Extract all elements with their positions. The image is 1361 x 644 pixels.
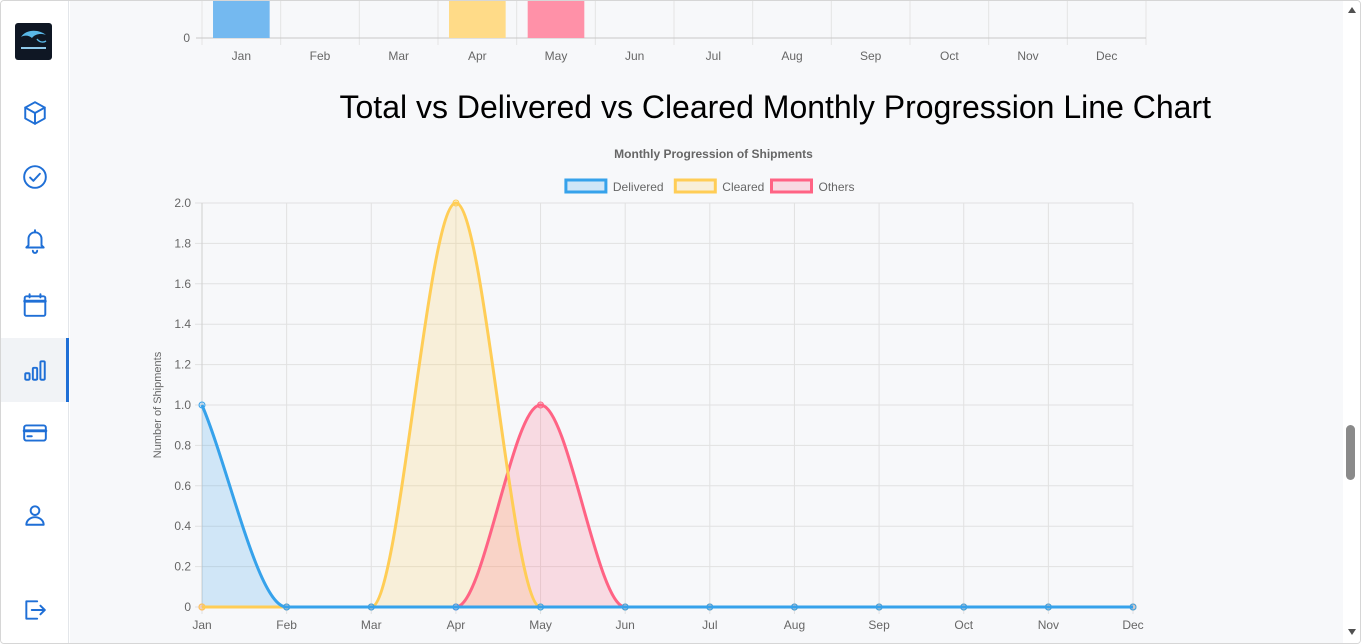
sidebar [1, 1, 69, 643]
bar-y-tick-label: 0 [183, 31, 190, 45]
point-cleared-jan[interactable] [198, 603, 206, 611]
point-delivered-feb[interactable] [283, 603, 291, 611]
legend-item-cleared[interactable]: Cleared [673, 178, 764, 194]
legend-label: Cleared [722, 180, 764, 194]
x-tick-label: Aug [784, 618, 805, 632]
bar-x-tick-label: May [545, 49, 568, 63]
bar-x-tick-label: Jun [625, 49, 644, 63]
monthly-progression-line-chart: Monthly Progression of Shipments Delivere… [152, 147, 1144, 632]
sidebar-item-notifications[interactable] [1, 209, 69, 273]
y-axis-label: Number of Shipments [152, 351, 164, 458]
point-others-may[interactable] [537, 401, 545, 409]
x-tick-label: May [529, 618, 552, 632]
legend-swatch [564, 178, 608, 194]
series-area-cleared [202, 203, 1133, 607]
bar-x-tick-label: Jul [706, 49, 721, 63]
x-tick-label: Sep [868, 618, 890, 632]
bar-x-tick-label: Apr [468, 49, 487, 63]
bar-jan[interactable] [213, 1, 270, 38]
point-delivered-dec[interactable] [1129, 603, 1137, 611]
bar-x-tick-label: Feb [310, 49, 331, 63]
credit-card-icon [22, 424, 48, 442]
scroll-up-arrow-icon[interactable] [1348, 7, 1356, 13]
series-area-others [202, 405, 1133, 607]
sidebar-item-shipments[interactable] [1, 81, 69, 145]
bar-x-tick-label: Sep [860, 49, 882, 63]
point-delivered-jul[interactable] [706, 603, 714, 611]
bar-x-tick-label: Nov [1017, 49, 1038, 63]
point-delivered-jun[interactable] [621, 603, 629, 611]
scroll-down-arrow-icon[interactable] [1348, 629, 1356, 635]
sidebar-item-logout[interactable] [1, 578, 69, 642]
y-tick-label: 0 [184, 600, 191, 614]
y-tick-label: 0.6 [174, 479, 191, 493]
sidebar-item-payments[interactable] [1, 401, 69, 465]
legend-item-others[interactable]: Others [770, 178, 855, 194]
y-tick-label: 1.8 [174, 236, 191, 250]
y-tick-label: 1.0 [174, 398, 191, 412]
sidebar-item-cleared[interactable] [1, 145, 69, 209]
point-delivered-apr[interactable] [452, 603, 460, 611]
bar-x-tick-label: Mar [388, 49, 409, 63]
point-delivered-aug[interactable] [790, 603, 798, 611]
legend-item-delivered[interactable]: Delivered [564, 178, 664, 194]
calendar-icon [23, 293, 47, 317]
point-delivered-mar[interactable] [367, 603, 375, 611]
vertical-scrollbar[interactable] [1343, 1, 1360, 643]
line-chart-heading: Total vs Delivered vs Cleared Monthly Pr… [339, 89, 1212, 125]
point-delivered-may[interactable] [537, 603, 545, 611]
y-tick-label: 0.8 [174, 438, 191, 452]
sidebar-item-calendar[interactable] [1, 273, 69, 337]
main-content: 0 Jan Feb Mar Apr May Jun Jul Aug Sep Oct Nov Dec To… [70, 1, 1343, 643]
y-tick-label: 1.4 [174, 317, 191, 331]
legend-swatch [770, 178, 813, 194]
x-tick-label: Jul [702, 618, 717, 632]
bar-x-tick-label: Aug [781, 49, 802, 63]
bar-may[interactable] [527, 1, 585, 38]
user-icon [25, 505, 45, 526]
x-tick-label: Apr [447, 618, 466, 632]
series-line-others [202, 403, 1133, 609]
x-tick-label: Jan [192, 618, 211, 632]
point-delivered-nov[interactable] [1044, 603, 1052, 611]
box-icon [24, 101, 46, 125]
bar-x-tick-label: Jan [232, 49, 251, 63]
bar-x-tick-label: Dec [1096, 49, 1117, 63]
point-delivered-sep[interactable] [875, 603, 883, 611]
legend-label: Others [819, 180, 855, 194]
sidebar-item-analytics[interactable] [1, 338, 69, 402]
y-tick-label: 1.2 [174, 358, 191, 372]
check-circle-icon [23, 165, 47, 189]
monthly-bar-chart: 0 Jan Feb Mar Apr May Jun Jul Aug Sep Oct Nov Dec [183, 1, 1147, 63]
y-tick-label: 0.4 [174, 519, 191, 533]
x-tick-label: Dec [1122, 618, 1143, 632]
line-chart-title: Monthly Progression of Shipments [614, 147, 813, 161]
bell-icon [25, 229, 45, 254]
x-tick-label: Nov [1038, 618, 1059, 632]
bar-chart-icon [24, 360, 46, 381]
x-tick-label: Jun [616, 618, 635, 632]
x-tick-label: Mar [361, 618, 382, 632]
x-tick-label: Oct [954, 618, 973, 632]
y-tick-label: 2.0 [174, 196, 191, 210]
point-delivered-oct[interactable] [960, 603, 968, 611]
bar-apr[interactable] [449, 1, 506, 38]
y-tick-label: 0.2 [174, 560, 191, 574]
y-tick-label: 1.6 [174, 277, 191, 291]
dolphin-logo[interactable] [15, 23, 52, 60]
scrollbar-thumb[interactable] [1346, 425, 1355, 480]
sidebar-item-profile[interactable] [1, 483, 69, 547]
series-line-delivered [200, 404, 1133, 609]
bar-x-tick-label: Oct [940, 49, 959, 63]
logout-icon [25, 600, 46, 620]
series-area-delivered [202, 405, 1133, 607]
point-cleared-apr[interactable] [452, 199, 460, 207]
legend-swatch [673, 178, 717, 194]
point-delivered-jan[interactable] [198, 401, 206, 409]
x-tick-label: Feb [276, 618, 297, 632]
legend-label: Delivered [613, 180, 664, 194]
